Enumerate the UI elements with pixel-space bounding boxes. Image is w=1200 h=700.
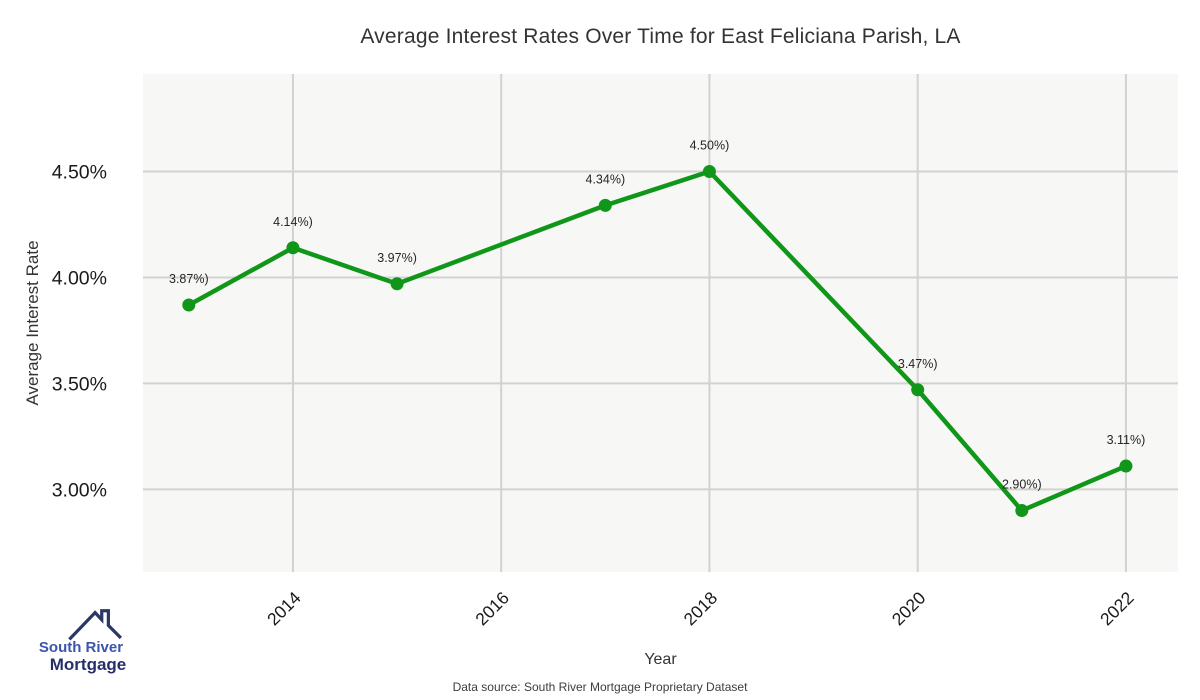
x-tick-label: 2018 [680,588,722,630]
data-point-marker [911,383,925,397]
data-point-label: 3.87%) [169,272,209,286]
logo-text-line2: Mortgage [49,655,127,674]
data-point-marker [390,277,404,291]
data-source-caption: Data source: South River Mortgage Propri… [452,680,748,694]
x-axis-title: Year [644,651,677,668]
y-tick-label: 3.00% [52,479,107,501]
data-point-label: 3.47%) [898,357,938,371]
y-tick-label: 4.00% [52,267,107,289]
data-point-label: 2.90%) [1002,478,1042,492]
south-river-mortgage-logo: South River Mortgage [16,606,146,674]
x-tick-label: 2016 [471,588,513,630]
x-tick-label: 2022 [1096,588,1138,630]
x-tick-label: 2020 [888,588,930,630]
chart-title: Average Interest Rates Over Time for Eas… [360,25,961,48]
data-point-marker [1119,459,1133,473]
data-point-marker [182,298,196,312]
y-axis-title: Average Interest Rate [23,240,42,405]
data-point-marker [1015,504,1029,518]
x-tick-label: 2014 [263,588,305,630]
data-point-label: 3.97%) [377,251,417,265]
roof-outline [68,609,123,641]
data-point-label: 4.34%) [586,172,626,186]
data-point-label: 3.11%) [1107,433,1146,447]
y-tick-label: 3.50% [52,373,107,395]
plot-panel [143,74,1178,572]
house-roof-icon [68,609,123,641]
data-point-label: 4.50%) [690,138,730,152]
series-line [186,169,1129,513]
data-point-marker [702,164,716,178]
logo-text-line1: South River [38,639,124,656]
y-tick-label: 4.50% [52,161,107,183]
data-point-marker [286,241,300,255]
data-point-label: 4.14%) [273,215,313,229]
data-point-marker [598,198,612,212]
